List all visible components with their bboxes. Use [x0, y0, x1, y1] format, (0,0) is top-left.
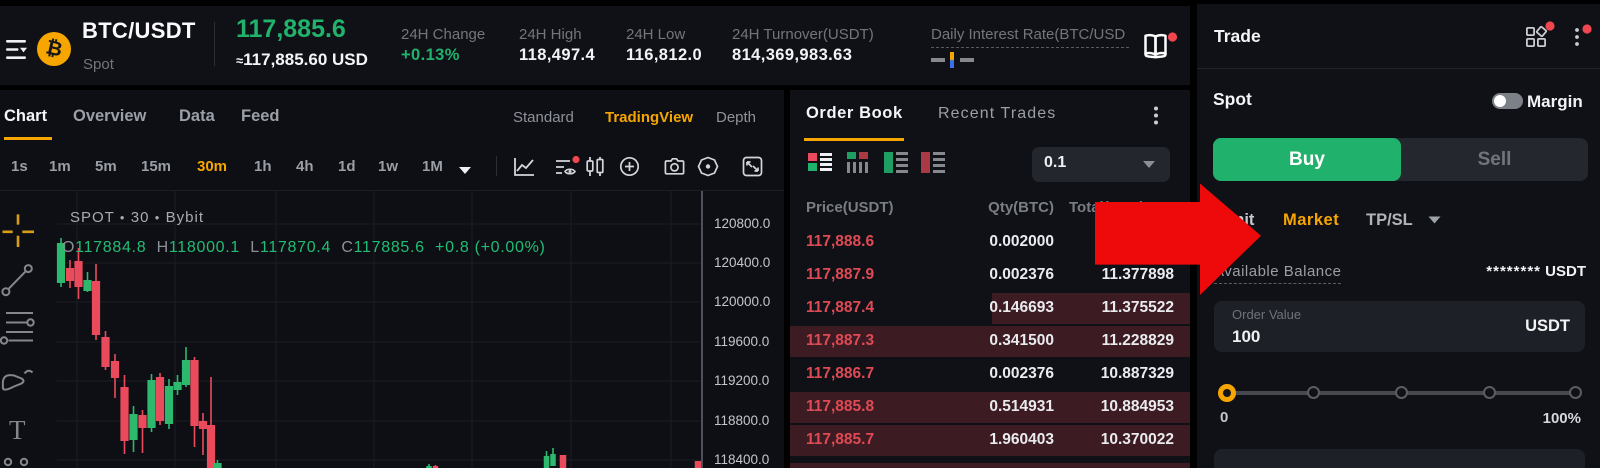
svg-text:T: T: [9, 415, 26, 445]
